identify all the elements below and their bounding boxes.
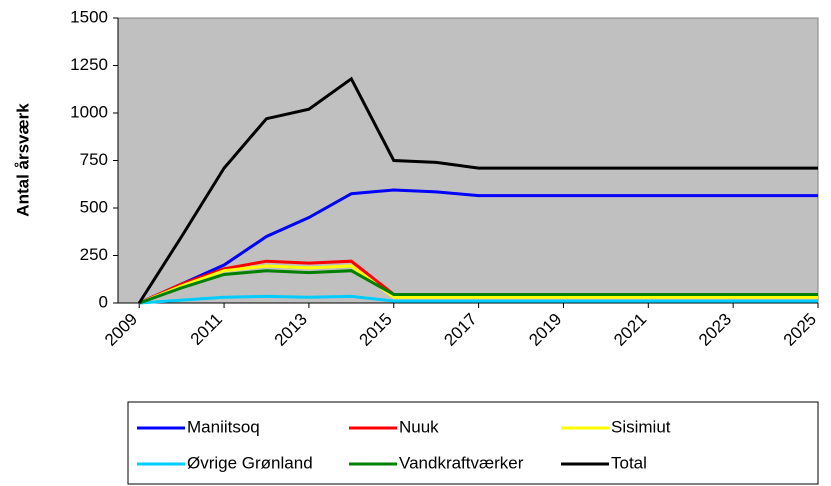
- y-axis-label: Antal årsværk: [13, 103, 32, 217]
- x-tick-label: 2015: [356, 310, 396, 350]
- x-tick-label: 2023: [695, 310, 735, 350]
- x-tick-label: 2013: [271, 310, 311, 350]
- legend-label: Total: [611, 453, 647, 472]
- legend-label: Vandkraftværker: [399, 453, 524, 472]
- series-line: [139, 294, 818, 305]
- series-line: [138, 269, 818, 305]
- x-tick-label: 2017: [440, 310, 480, 350]
- legend-label: Maniitsoq: [187, 417, 260, 436]
- legend-label: Nuuk: [399, 417, 439, 436]
- y-tick-label: 1000: [70, 102, 108, 121]
- x-tick-label: 2011: [187, 310, 226, 349]
- y-tick-label: 250: [80, 245, 108, 264]
- series-line: [138, 188, 818, 305]
- x-tick-label: 2009: [101, 310, 141, 350]
- plot-area: [117, 17, 819, 304]
- series-line: [137, 76, 818, 304]
- legend: [127, 401, 819, 485]
- y-tick-label: 1250: [70, 55, 108, 74]
- legend-label: Øvrige Grønland: [187, 453, 313, 472]
- y-tick-label: 500: [80, 197, 108, 216]
- x-tick-label: 2019: [525, 310, 565, 350]
- series-line: [138, 264, 818, 305]
- y-tick-label: 750: [80, 150, 108, 169]
- y-tick-label: 1500: [70, 7, 108, 26]
- x-tick-label: 2025: [780, 310, 820, 350]
- x-tick-label: 2021: [610, 310, 650, 350]
- y-tick-label: 0: [99, 292, 108, 311]
- legend-label: Sisimiut: [611, 417, 671, 436]
